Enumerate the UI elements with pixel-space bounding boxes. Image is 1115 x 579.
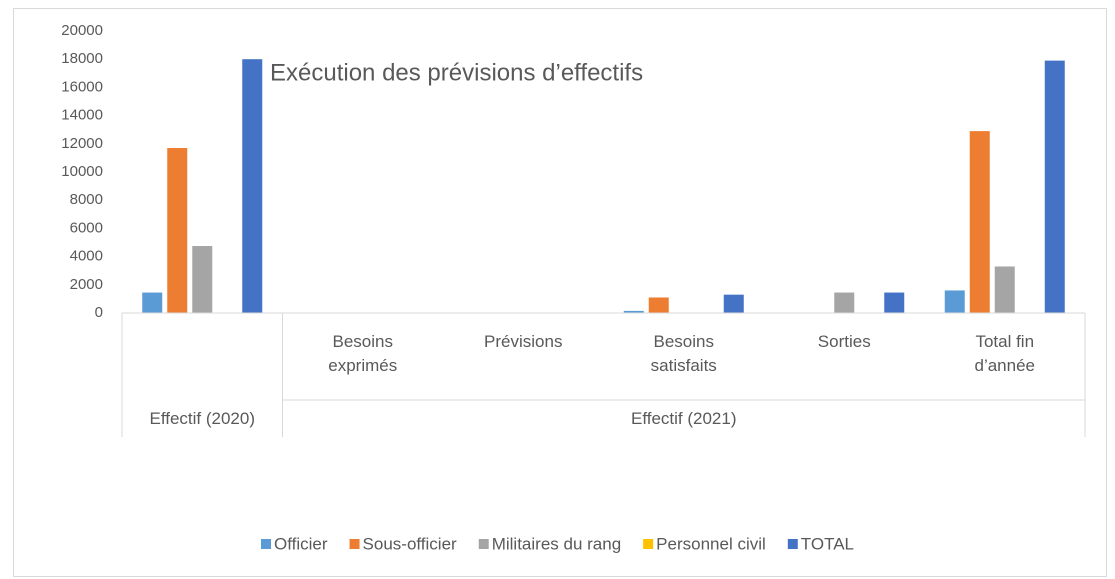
bar	[884, 292, 905, 313]
y-tick-label: 12000	[61, 135, 103, 152]
y-tick-label: 8000	[70, 191, 103, 208]
bar	[834, 292, 855, 313]
legend-label: Militaires du rang	[492, 534, 621, 553]
legend-label: TOTAL	[801, 534, 854, 553]
legend-swatch	[260, 539, 271, 549]
legend-label: Officier	[274, 534, 328, 553]
chart-title: Exécution des prévisions d’effectifs	[270, 59, 643, 86]
bar	[242, 59, 263, 314]
y-tick-label: 2000	[70, 276, 103, 293]
x-tick-label: Besoins exprimés	[328, 332, 398, 375]
legend-swatch	[787, 539, 798, 549]
legend-swatch	[478, 539, 489, 549]
bar	[969, 131, 990, 313]
bar	[1044, 60, 1065, 313]
x-tick-label: Prévisions	[484, 332, 563, 351]
bar	[192, 246, 213, 313]
x-tick-label: Total fin d’année	[974, 332, 1035, 375]
legend-label: Sous-officier	[363, 534, 458, 553]
y-tick-label: 14000	[61, 107, 103, 124]
bar	[623, 310, 644, 313]
legend-swatch	[643, 539, 654, 549]
x-tick-label: Besoins satisfaits	[650, 332, 717, 375]
bar	[944, 290, 965, 313]
bar	[723, 294, 744, 313]
y-tick-label: 6000	[70, 219, 103, 236]
y-tick-label: 0	[95, 304, 103, 321]
y-tick-label: 16000	[61, 78, 103, 95]
legend-swatch	[349, 539, 360, 549]
bar	[167, 148, 188, 313]
x-tick-label: Sorties	[817, 332, 871, 351]
bar	[994, 266, 1015, 313]
bar	[648, 297, 669, 313]
y-tick-label: 20000	[61, 22, 103, 39]
group-label: Effectif (2020)	[149, 409, 256, 428]
bar	[142, 292, 163, 313]
y-tick-label: 10000	[61, 163, 103, 180]
y-tick-label: 4000	[70, 248, 103, 265]
legend-label: Personnel civil	[656, 534, 766, 553]
group-label: Effectif (2021)	[630, 409, 737, 428]
y-tick-label: 18000	[61, 50, 103, 67]
